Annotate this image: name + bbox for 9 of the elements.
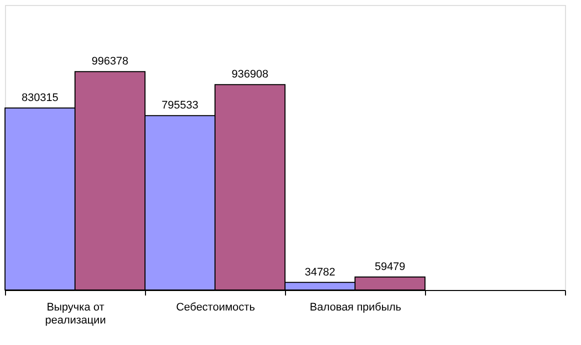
data-label: 830315: [22, 92, 58, 104]
data-label: 996378: [92, 56, 128, 68]
x-tick-label: Валовая прибыль: [310, 302, 402, 314]
data-label: 795533: [162, 100, 198, 112]
x-tick-label: Себестоимость: [176, 302, 256, 314]
data-label: 34782: [304, 266, 336, 278]
data-label: 936908: [232, 68, 268, 81]
x-tick-label: Выручка от реализации: [45, 302, 106, 326]
data-label: 59479: [374, 260, 406, 273]
